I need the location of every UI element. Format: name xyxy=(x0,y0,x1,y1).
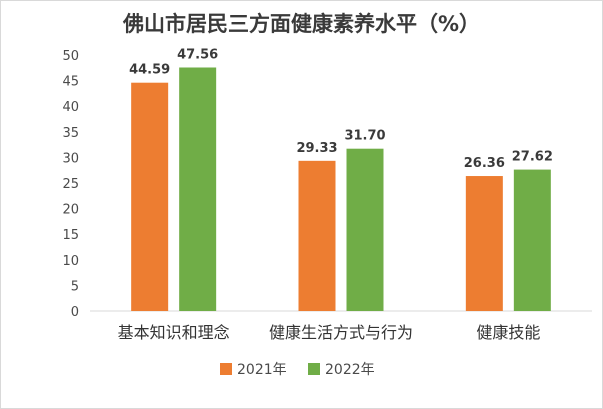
y-tick-label: 35 xyxy=(62,126,79,141)
y-tick-label: 5 xyxy=(71,279,79,294)
x-tick-label: 基本知识和理念 xyxy=(118,323,230,342)
y-tick-label: 30 xyxy=(62,151,79,166)
data-label: 44.59 xyxy=(129,63,170,78)
legend-label: 2022年 xyxy=(325,362,375,378)
data-label: 29.33 xyxy=(296,141,337,156)
legend-label: 2021年 xyxy=(237,362,287,378)
x-tick-label: 健康技能 xyxy=(476,323,540,342)
y-tick-label: 0 xyxy=(71,305,79,320)
y-tick-label: 10 xyxy=(62,254,79,269)
y-tick-label: 40 xyxy=(62,100,79,115)
y-tick-label: 15 xyxy=(62,228,79,243)
chart-title: 佛山市居民三方面健康素养水平（%） xyxy=(122,12,481,36)
y-tick-label: 20 xyxy=(62,203,79,218)
legend-swatch xyxy=(220,363,232,375)
x-tick-label: 健康生活方式与行为 xyxy=(269,323,413,342)
data-label: 27.62 xyxy=(512,150,553,165)
bar xyxy=(179,67,217,311)
bar xyxy=(513,169,551,311)
bar xyxy=(346,148,384,311)
y-tick-label: 50 xyxy=(62,49,79,64)
data-label: 31.70 xyxy=(344,129,385,144)
data-label: 26.36 xyxy=(464,156,505,171)
bar xyxy=(465,176,503,311)
data-label: 47.56 xyxy=(177,47,218,62)
y-tick-label: 45 xyxy=(62,75,79,90)
bar xyxy=(298,160,336,311)
bar xyxy=(131,82,169,311)
y-tick-label: 25 xyxy=(62,177,79,192)
legend-swatch xyxy=(308,363,320,375)
